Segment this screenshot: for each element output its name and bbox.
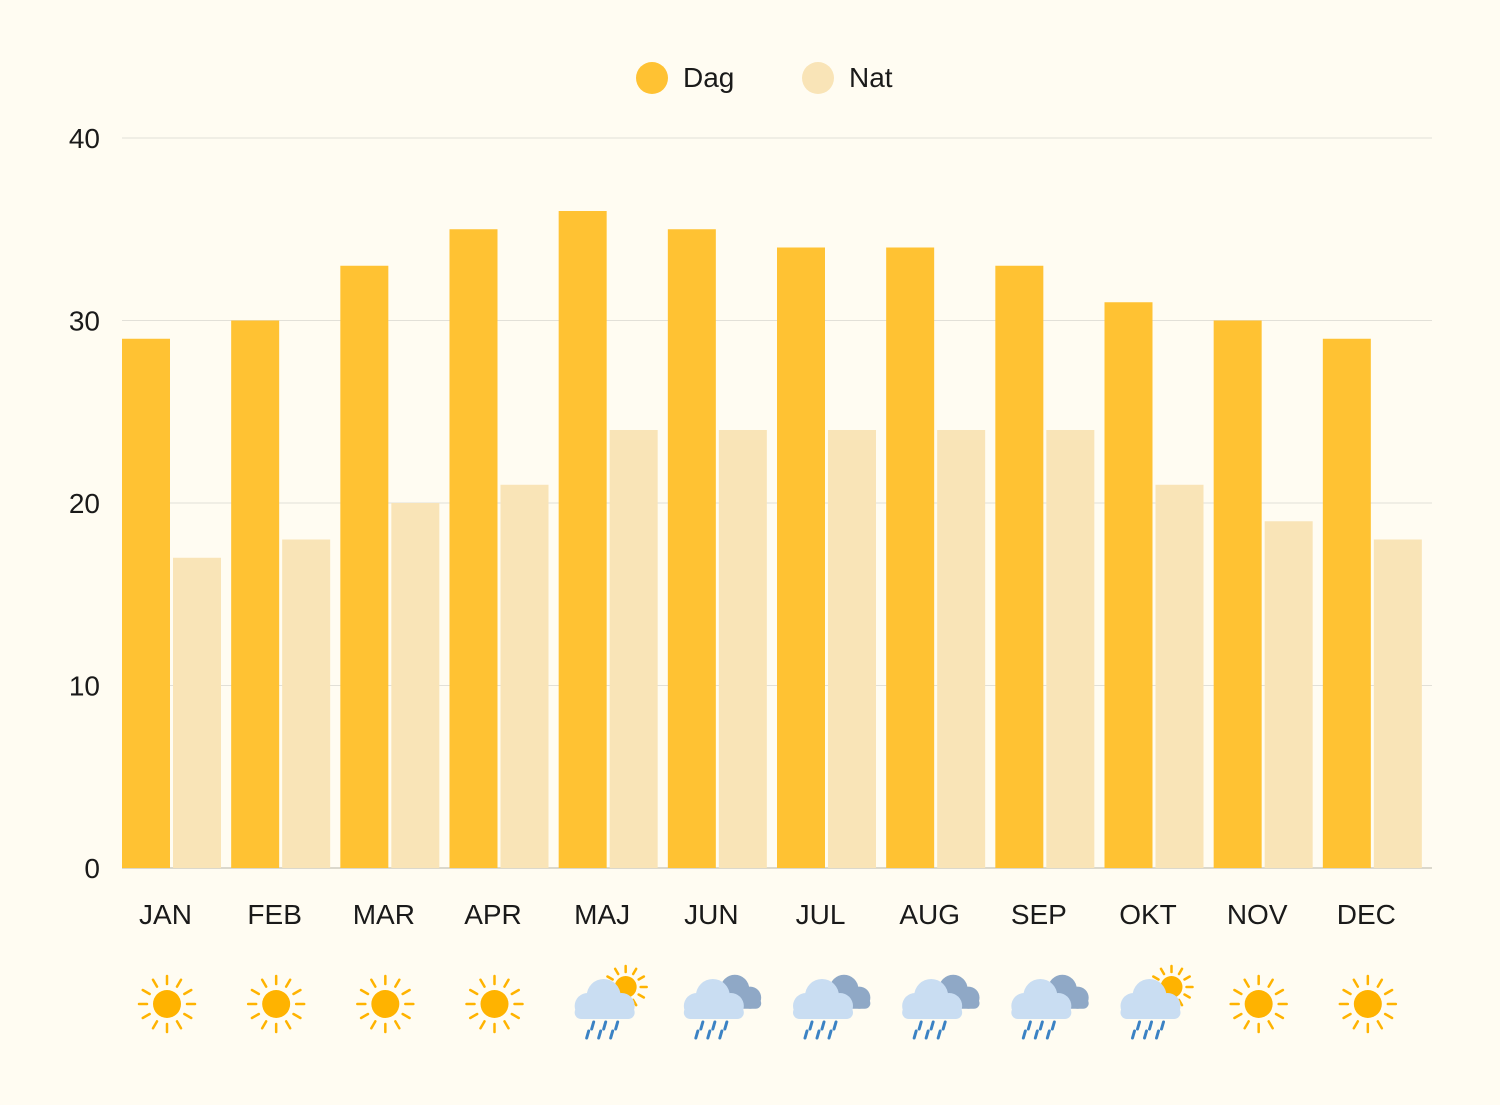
x-tick-label: AUG (899, 899, 960, 930)
legend: Dag Nat (636, 62, 893, 94)
bar-nat-jun (718, 430, 767, 868)
legend-swatch (636, 62, 668, 94)
bar-dag-dec (1322, 338, 1371, 868)
legend-label: Nat (849, 62, 893, 93)
x-tick-label: MAJ (574, 899, 630, 930)
x-tick-label: JUL (796, 899, 846, 930)
x-tick-label: JUN (684, 899, 738, 930)
rain-cloud-icon (902, 974, 980, 1040)
bar-nat-sep (1046, 430, 1095, 868)
rain-sun-icon (1120, 964, 1194, 1040)
bar-nat-jul (828, 430, 876, 868)
legend-swatch (802, 62, 834, 94)
rain-cloud-icon (1011, 974, 1089, 1040)
x-tick-label: FEB (247, 899, 301, 930)
y-tick-label: 20 (69, 488, 100, 519)
rain-sun-icon (574, 964, 648, 1040)
bar-dag-mar (340, 265, 389, 868)
bar-dag-aug (886, 247, 935, 868)
bar-nat-feb (282, 539, 331, 868)
legend-item-dag: Dag (636, 62, 734, 94)
y-tick-label: 0 (84, 853, 100, 884)
bar-dag-okt (1104, 302, 1153, 868)
bar-dag-jan (122, 338, 170, 868)
bar-nat-apr (500, 484, 549, 868)
bar-nat-mar (391, 503, 440, 868)
bar-nat-aug (937, 430, 986, 868)
rain-cloud-icon (683, 974, 762, 1040)
y-axis-ticks: 0 10 20 30 40 (69, 123, 100, 884)
bar-dag-jul (777, 247, 825, 868)
legend-label: Dag (683, 62, 734, 93)
bar-dag-maj (558, 211, 607, 868)
bar-nat-okt (1155, 484, 1204, 868)
weather-icons (137, 964, 1398, 1040)
x-tick-label: NOV (1227, 899, 1288, 930)
sun-icon (246, 974, 306, 1034)
bar-dag-nov (1213, 320, 1262, 868)
x-tick-label: SEP (1011, 899, 1067, 930)
sun-icon (465, 974, 524, 1034)
bars (122, 211, 1422, 868)
x-tick-label: APR (464, 899, 522, 930)
bar-nat-dec (1373, 539, 1422, 868)
bar-nat-maj (609, 430, 658, 868)
bar-dag-jun (667, 229, 716, 868)
sun-icon (356, 974, 415, 1034)
y-tick-label: 40 (69, 123, 100, 154)
bar-dag-feb (231, 320, 280, 868)
x-tick-label: OKT (1119, 899, 1177, 930)
x-tick-label: DEC (1337, 899, 1396, 930)
bar-nat-jan (173, 557, 221, 868)
rain-cloud-icon (793, 974, 871, 1040)
x-tick-label: MAR (353, 899, 415, 930)
legend-item-nat: Nat (802, 62, 893, 94)
bar-dag-apr (449, 229, 498, 868)
bar-dag-sep (995, 265, 1044, 868)
sun-icon (137, 974, 197, 1034)
bar-nat-nov (1264, 521, 1313, 868)
sun-icon (1229, 974, 1288, 1034)
sun-icon (1338, 974, 1398, 1034)
y-tick-label: 30 (69, 306, 100, 337)
y-tick-label: 10 (69, 671, 100, 702)
x-tick-label: JAN (139, 899, 192, 930)
x-axis-ticks: JAN FEB MAR APR MAJ JUN JUL AUG SEP OKT NOV DEC (139, 899, 1396, 930)
